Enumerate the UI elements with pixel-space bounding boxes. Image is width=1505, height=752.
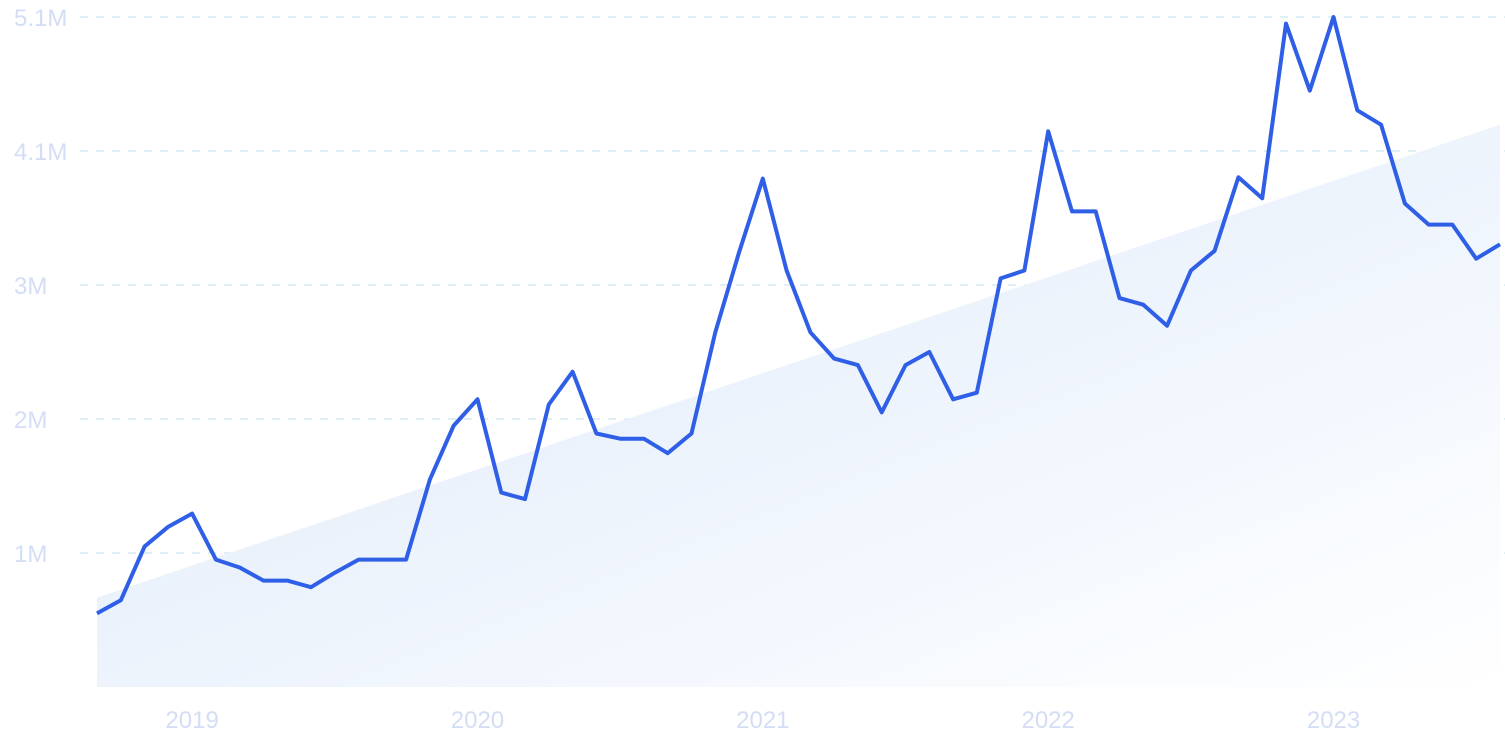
x-tick-label: 2019 bbox=[165, 707, 218, 734]
series-line bbox=[96, 15, 1502, 616]
x-tick-label: 2021 bbox=[736, 707, 789, 734]
y-tick-label: 4.1M bbox=[14, 139, 67, 166]
y-tick-label: 2M bbox=[14, 407, 47, 434]
trend-area bbox=[97, 124, 1500, 688]
x-tick-label: 2020 bbox=[451, 707, 504, 734]
y-tick-label: 1M bbox=[14, 541, 47, 568]
y-tick-label: 3M bbox=[14, 273, 47, 300]
y-tick-label: 5.1M bbox=[14, 5, 67, 32]
x-tick-label: 2023 bbox=[1307, 707, 1360, 734]
x-tick-label: 2022 bbox=[1021, 707, 1074, 734]
